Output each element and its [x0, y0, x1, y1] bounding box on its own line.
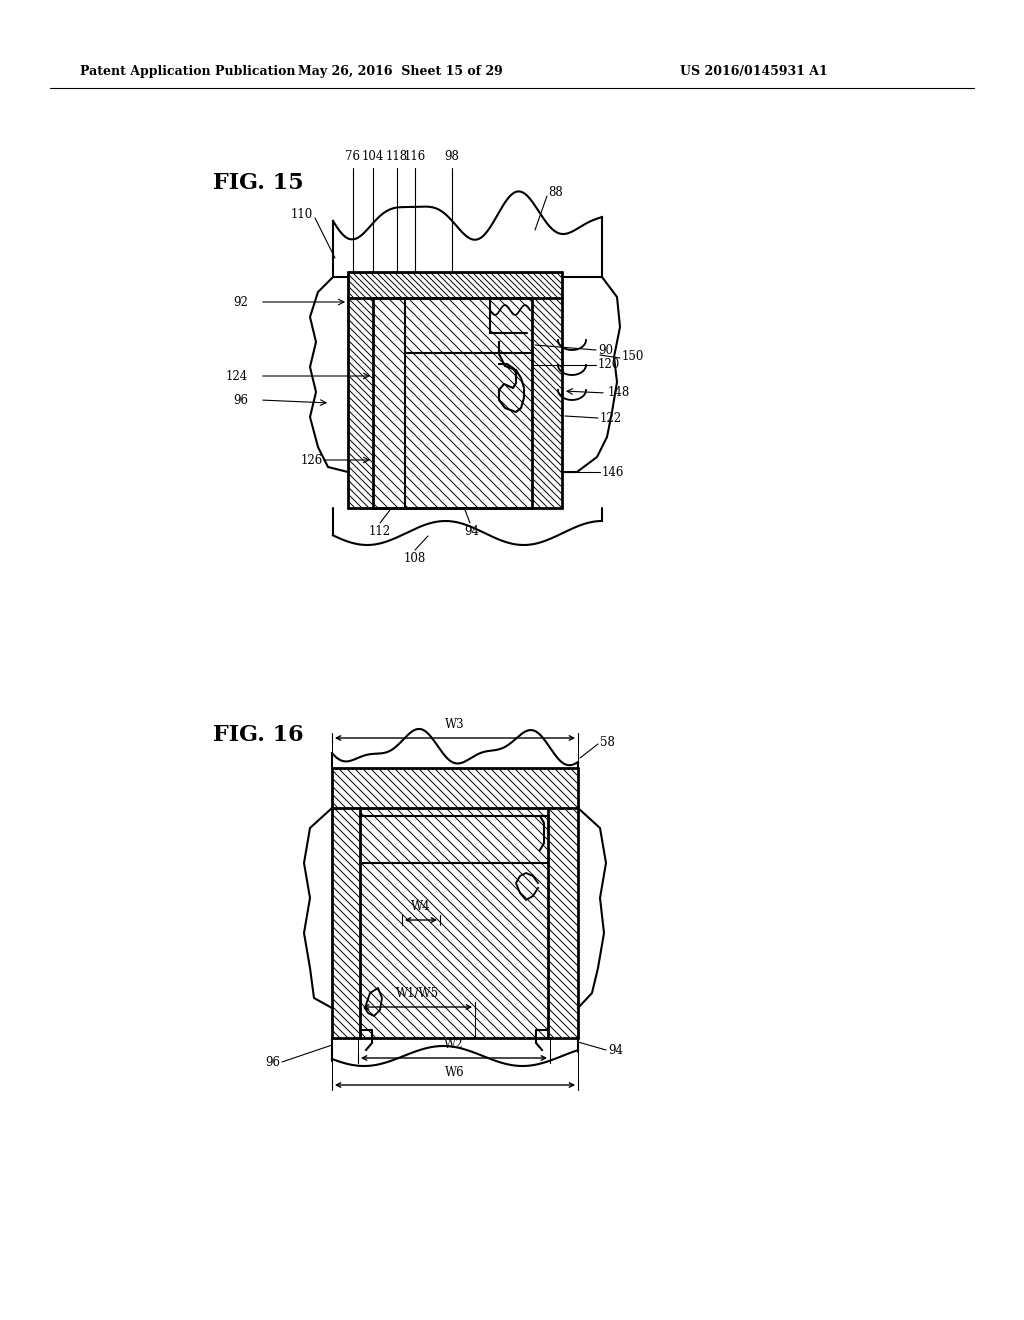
Text: 110: 110 — [291, 209, 313, 222]
Text: 108: 108 — [403, 552, 426, 565]
Text: 96: 96 — [233, 393, 248, 407]
Text: FIG. 16: FIG. 16 — [213, 723, 304, 746]
Text: W2: W2 — [444, 1039, 464, 1052]
Text: FIG. 15: FIG. 15 — [213, 172, 304, 194]
Text: W3: W3 — [445, 718, 465, 731]
Text: W1/W5: W1/W5 — [396, 987, 439, 1001]
Text: 94: 94 — [608, 1044, 623, 1056]
Text: 146: 146 — [602, 466, 625, 479]
Text: 76: 76 — [345, 150, 360, 162]
Text: Patent Application Publication: Patent Application Publication — [80, 66, 296, 78]
Text: 126: 126 — [301, 454, 323, 466]
Text: 96: 96 — [265, 1056, 280, 1068]
Text: 112: 112 — [369, 525, 391, 539]
Text: 92: 92 — [233, 296, 248, 309]
Text: W4: W4 — [412, 900, 431, 913]
Text: 148: 148 — [608, 387, 630, 400]
Text: 120: 120 — [598, 359, 621, 371]
Text: 90: 90 — [598, 343, 613, 356]
Text: W6: W6 — [445, 1065, 465, 1078]
Text: 104: 104 — [361, 150, 384, 162]
Text: 122: 122 — [600, 412, 623, 425]
Text: 124: 124 — [225, 370, 248, 383]
Text: May 26, 2016  Sheet 15 of 29: May 26, 2016 Sheet 15 of 29 — [298, 66, 503, 78]
Text: US 2016/0145931 A1: US 2016/0145931 A1 — [680, 66, 827, 78]
Text: 94: 94 — [465, 525, 479, 539]
Text: 116: 116 — [403, 150, 426, 162]
Text: 98: 98 — [444, 150, 460, 162]
Text: 118: 118 — [386, 150, 408, 162]
Text: 58: 58 — [600, 735, 614, 748]
Text: 88: 88 — [548, 186, 563, 198]
Text: 150: 150 — [622, 351, 644, 363]
